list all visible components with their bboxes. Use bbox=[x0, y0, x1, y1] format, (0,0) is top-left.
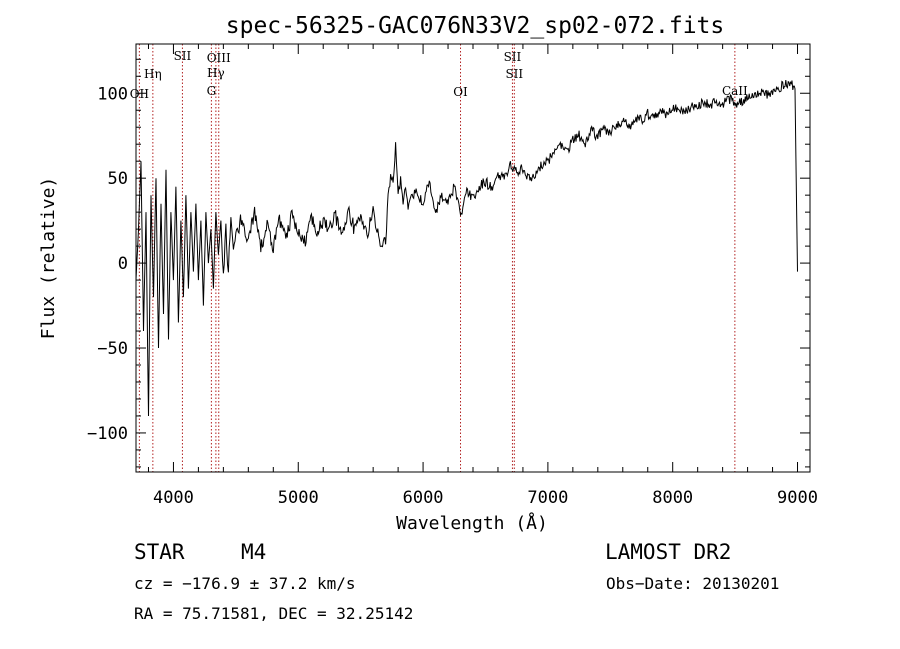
axis-tick-labels: 4000 5000 6000 7000 8000 9000 100 50 0 −50 −100 bbox=[87, 84, 818, 508]
x-axis-label: Wavelength (Å) bbox=[396, 512, 548, 534]
x-tick-label: 7000 bbox=[527, 488, 568, 508]
x-tick-label: 9000 bbox=[777, 488, 818, 508]
x-tick-label: 8000 bbox=[652, 488, 693, 508]
line-label: OI bbox=[453, 85, 468, 99]
line-label: CaII bbox=[722, 84, 748, 98]
line-label: G bbox=[207, 84, 217, 98]
y-tick-label: 100 bbox=[97, 84, 128, 104]
chart-title: spec-56325-GAC076N33V2_sp02-072.fits bbox=[226, 13, 725, 39]
line-label: SII bbox=[505, 67, 523, 81]
y-axis-label: Flux (relative) bbox=[38, 177, 59, 340]
line-label: SII bbox=[504, 50, 522, 64]
x-tick-label: 4000 bbox=[153, 488, 194, 508]
axis-ticks bbox=[136, 44, 810, 472]
y-tick-label: −50 bbox=[97, 339, 128, 359]
line-label: OIII bbox=[207, 51, 231, 65]
redshift-text: cz = −176.9 ± 37.2 km/s bbox=[134, 574, 356, 593]
object-class: STAR bbox=[134, 540, 185, 564]
line-label: Hγ bbox=[207, 66, 225, 80]
y-tick-label: 50 bbox=[108, 169, 128, 189]
line-label: SII bbox=[174, 49, 192, 63]
x-tick-label: 6000 bbox=[403, 488, 444, 508]
y-tick-label: −100 bbox=[87, 424, 128, 444]
line-label: OII bbox=[130, 87, 150, 101]
x-tick-label: 5000 bbox=[278, 488, 319, 508]
object-subclass: M4 bbox=[241, 540, 266, 564]
y-tick-label: 0 bbox=[118, 254, 128, 274]
spectrum-series bbox=[135, 80, 798, 417]
plot-frame bbox=[135, 43, 811, 473]
line-label: Hη bbox=[144, 67, 162, 81]
radec-text: RA = 75.71581, DEC = 32.25142 bbox=[134, 604, 413, 623]
spectrum-line bbox=[135, 80, 798, 417]
survey-label: LAMOST DR2 bbox=[605, 540, 731, 564]
obs-date-text: Obs−Date: 20130201 bbox=[606, 574, 779, 593]
